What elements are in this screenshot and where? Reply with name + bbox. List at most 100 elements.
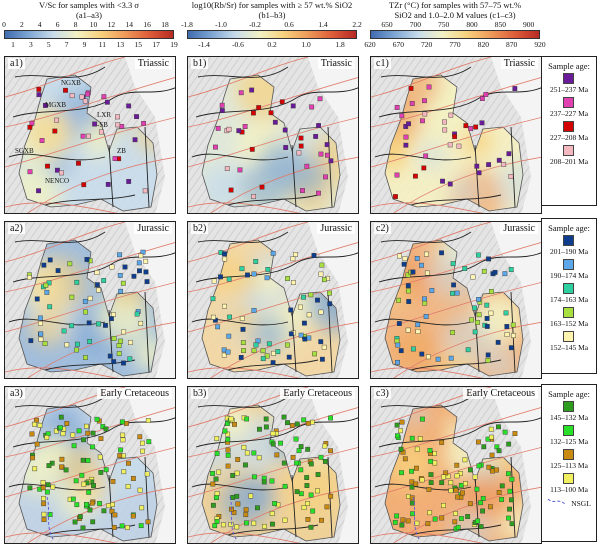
sample-marker xyxy=(234,470,240,476)
sample-marker xyxy=(488,289,494,294)
block-boundary xyxy=(191,483,289,491)
sample-marker xyxy=(504,332,510,337)
map-canvas xyxy=(188,57,358,213)
colorbar-tick-label: 3 xyxy=(28,40,33,49)
sample-marker xyxy=(264,353,270,359)
sample-marker xyxy=(450,261,456,267)
sample-marker xyxy=(279,99,285,105)
sample-marker xyxy=(120,280,126,286)
colorbar-b: log10(Rb/Sr) for samples with ≥ 57 wt.% … xyxy=(181,0,362,50)
sample-marker xyxy=(455,494,460,500)
sample-marker xyxy=(467,501,473,507)
fault-line xyxy=(5,77,175,128)
colorbar-tick-label: 650 xyxy=(381,20,393,29)
sample-marker xyxy=(134,114,139,120)
sample-points xyxy=(27,86,148,194)
block-boundary xyxy=(197,66,289,78)
sample-marker xyxy=(253,342,259,348)
colorbar-tick-label: 4 xyxy=(37,20,42,29)
terrain-lowland xyxy=(491,387,541,543)
sample-marker xyxy=(58,414,64,420)
sample-marker xyxy=(413,173,418,179)
sample-marker xyxy=(313,134,319,139)
nsgl-line xyxy=(412,496,420,540)
sample-marker xyxy=(269,511,275,516)
sample-marker xyxy=(401,261,407,267)
sample-marker xyxy=(288,331,294,337)
legend-item: 125–113 Ma xyxy=(542,447,596,471)
sample-marker xyxy=(226,333,232,339)
colorbar-top-ticks: 0 2 4 6 8 10 12 14 16 18 xyxy=(2,20,174,29)
colorbar-tick-label: 620 xyxy=(364,40,376,49)
sample-marker xyxy=(275,349,281,355)
sample-marker xyxy=(508,174,514,179)
sample-marker xyxy=(503,310,509,316)
panel-label: c2) xyxy=(374,223,391,234)
fault-line xyxy=(5,447,175,498)
block-boundary xyxy=(108,144,114,208)
sample-marker xyxy=(496,448,502,454)
sample-marker xyxy=(119,123,125,129)
sample-marker xyxy=(214,436,220,441)
sample-marker xyxy=(86,320,92,326)
sample-marker xyxy=(212,523,218,529)
sample-marker xyxy=(228,522,234,527)
legend-title: Sample age: xyxy=(548,389,590,399)
sample-marker xyxy=(81,437,86,443)
fault-line xyxy=(188,532,301,543)
sample-marker xyxy=(454,462,460,468)
sample-marker xyxy=(475,319,480,325)
legend-jurassic: Sample age: 201–190 Ma 190–174 Ma 174–163 M… xyxy=(541,218,597,374)
terrain-lowland xyxy=(491,57,541,213)
sample-marker xyxy=(86,133,91,139)
sample-marker xyxy=(399,113,405,119)
colorbar-tick-label: 750 xyxy=(438,20,450,29)
sample-marker xyxy=(47,257,53,263)
sample-marker xyxy=(394,105,400,110)
sample-points xyxy=(392,416,518,532)
sample-marker xyxy=(90,430,96,436)
block-boundary xyxy=(380,66,472,78)
terrain-lowland xyxy=(125,387,175,543)
sample-marker xyxy=(405,283,411,289)
sample-marker xyxy=(27,485,33,491)
sample-marker xyxy=(394,172,400,178)
sample-marker xyxy=(406,288,411,294)
sample-marker xyxy=(484,324,490,329)
sample-marker xyxy=(118,338,124,344)
sample-marker xyxy=(85,458,91,463)
sample-marker xyxy=(103,467,109,473)
sample-marker xyxy=(323,174,328,180)
colorbar-tick-label: 770 xyxy=(449,40,461,49)
sample-marker xyxy=(309,104,315,110)
sample-marker xyxy=(225,452,231,458)
sample-marker xyxy=(138,523,144,529)
sample-marker xyxy=(453,511,458,516)
block-boundary xyxy=(8,153,106,161)
sample-marker xyxy=(415,322,421,328)
legend-title: Sample age: xyxy=(548,61,590,71)
sample-points xyxy=(27,414,152,531)
sample-marker xyxy=(69,294,75,300)
colorbar-tick-label: 12 xyxy=(107,20,116,29)
sample-marker xyxy=(308,292,314,298)
legend-title: Sample age: xyxy=(548,223,590,233)
sample-marker xyxy=(110,479,116,484)
fault-line xyxy=(188,202,301,213)
sample-marker xyxy=(127,356,133,362)
sample-marker xyxy=(96,287,101,293)
sample-marker xyxy=(394,433,400,439)
colorbar-tick-label: 1 xyxy=(11,40,15,49)
sample-marker xyxy=(249,87,255,93)
sample-marker xyxy=(298,143,304,149)
sample-marker xyxy=(451,282,457,288)
sample-marker xyxy=(98,469,104,475)
fault-line xyxy=(188,117,358,168)
sample-marker xyxy=(399,522,405,528)
fault-line xyxy=(393,321,541,378)
sample-marker xyxy=(225,463,231,469)
map-canvas xyxy=(371,57,541,213)
legend-item: 251–237 Ma xyxy=(542,71,596,95)
sample-marker xyxy=(296,150,302,156)
sample-marker xyxy=(475,439,481,445)
